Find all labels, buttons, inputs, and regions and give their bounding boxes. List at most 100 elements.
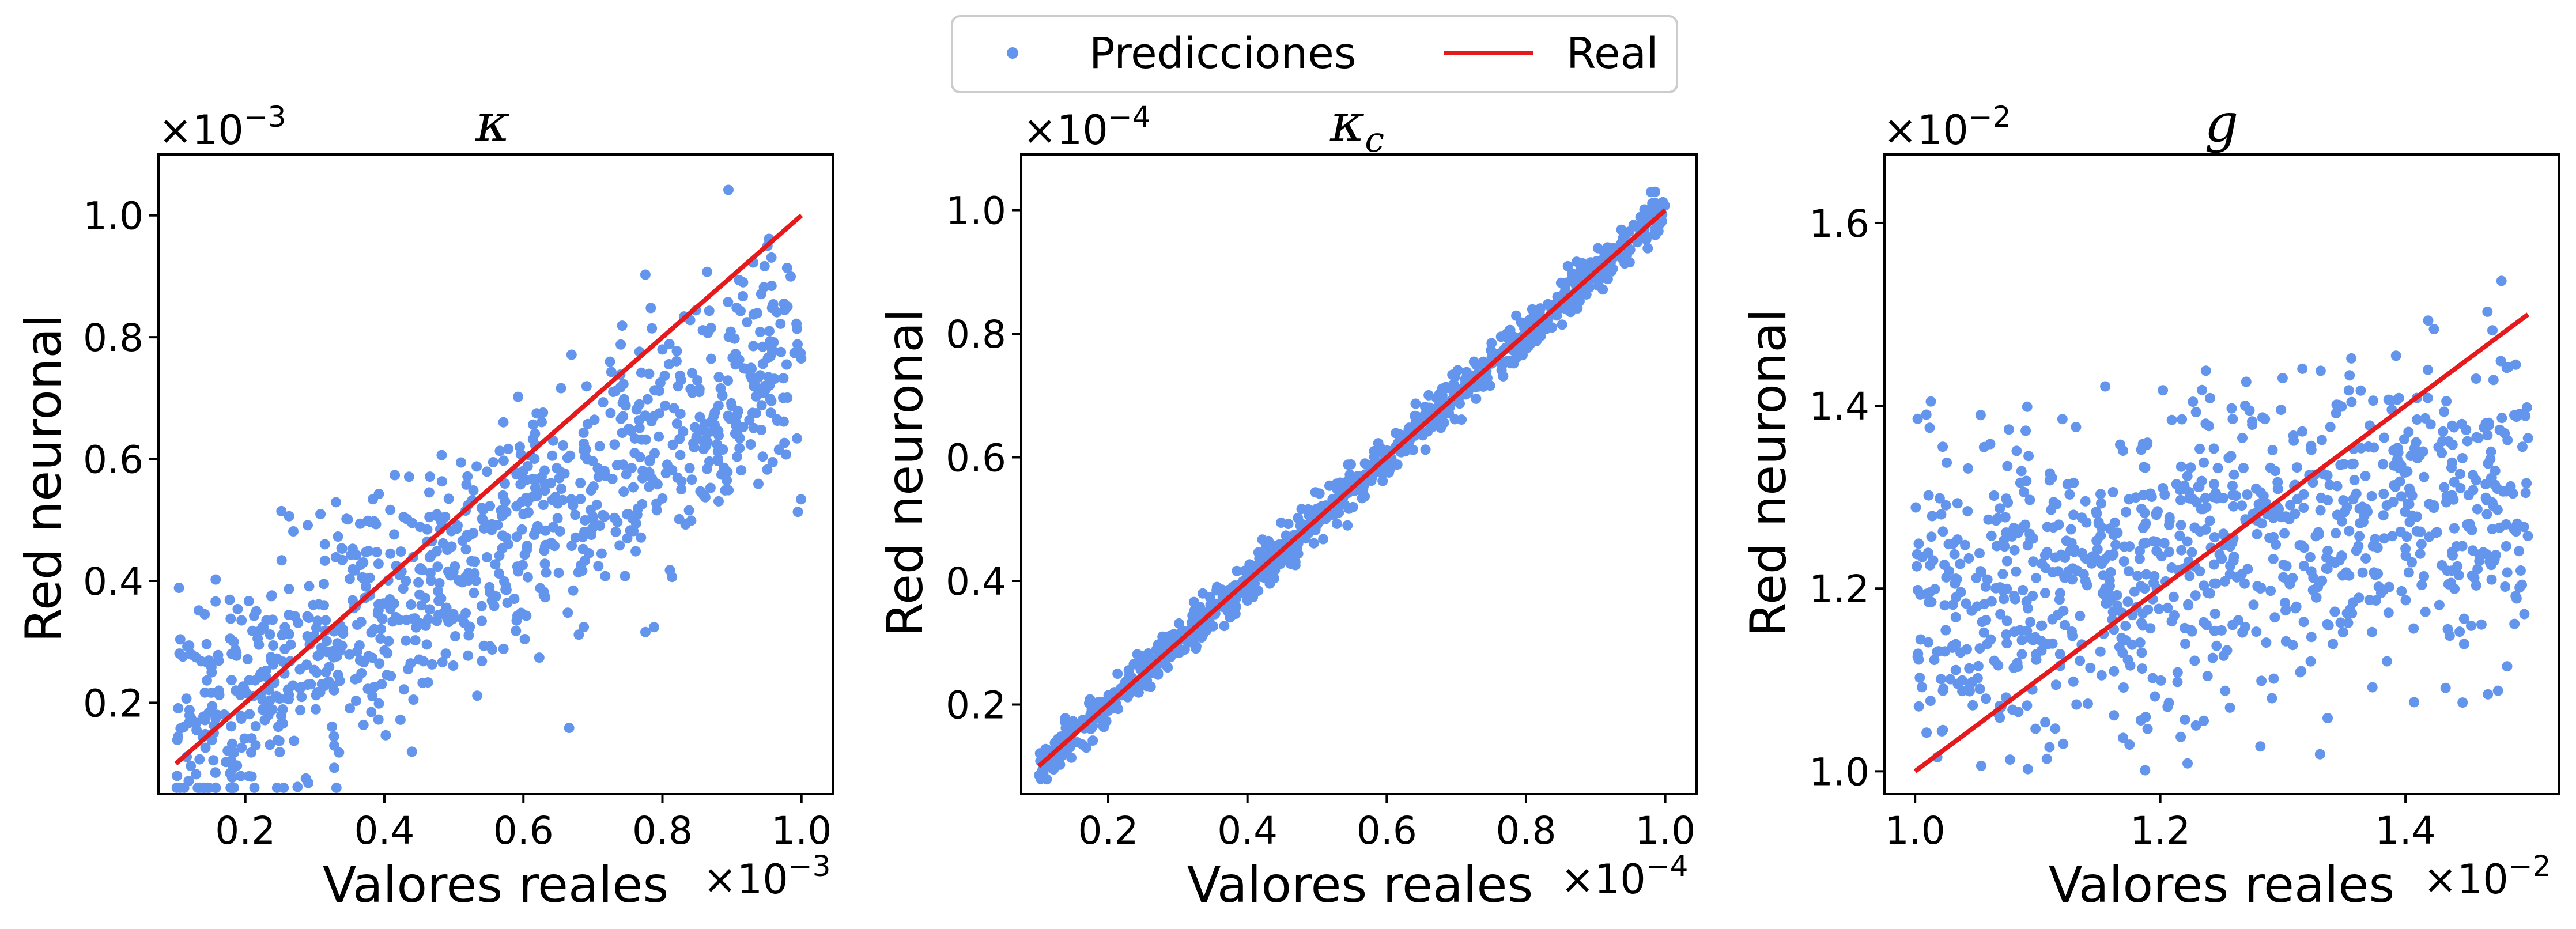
scatter-point <box>556 484 567 494</box>
scatter-point <box>1649 224 1660 235</box>
x-tick-label: 1.2 <box>2130 809 2190 853</box>
scatter-point <box>2507 488 2518 499</box>
scatter-point <box>552 513 563 524</box>
scatter-point <box>2176 545 2187 556</box>
scatter-point <box>236 711 247 722</box>
scatter-point <box>2441 497 2452 508</box>
scatter-point <box>385 548 396 559</box>
scatter-point <box>1219 621 1230 632</box>
scatter-point <box>2400 507 2411 518</box>
scatter-point <box>224 594 235 605</box>
scatter-point <box>1471 360 1482 371</box>
scatter-point <box>651 478 662 489</box>
scatter-point <box>1995 712 2005 723</box>
scatter-point <box>1974 643 1985 654</box>
scatter-point <box>2182 471 2193 482</box>
scatter-point <box>629 433 640 444</box>
scatter-point <box>441 602 452 613</box>
scatter-point <box>573 629 584 640</box>
scatter-point <box>781 262 792 273</box>
x-tick-label: 0.6 <box>493 809 554 853</box>
scatter-point <box>1097 720 1108 731</box>
scatter-point <box>562 607 573 618</box>
scatter-point <box>2093 518 2104 529</box>
scatter-point <box>2172 667 2183 678</box>
scatter-point <box>1967 700 1978 711</box>
scatter-point <box>373 558 384 569</box>
scatter-point <box>260 665 271 676</box>
x-exponent-base: ×10 <box>703 856 788 903</box>
scatter-point <box>319 579 329 590</box>
scatter-point <box>2025 617 2036 628</box>
scatter-point <box>1318 534 1329 545</box>
scatter-point <box>2162 701 2173 712</box>
scatter-point <box>415 618 426 629</box>
scatter-point <box>2367 626 2378 637</box>
scatter-point <box>398 684 409 695</box>
scatter-point <box>303 613 314 623</box>
scatter-point <box>2452 561 2463 572</box>
scatter-point <box>2158 483 2169 493</box>
scatter-point <box>1978 627 1989 638</box>
reference-line <box>1037 208 1667 768</box>
scatter-point <box>361 547 371 558</box>
scatter-point <box>2378 488 2389 499</box>
scatter-point <box>453 575 464 586</box>
scatter-point <box>2378 459 2389 470</box>
scatter-point <box>539 558 550 569</box>
scatter-point <box>2341 608 2352 619</box>
scatter-point <box>377 614 388 624</box>
scatter-point <box>284 584 294 594</box>
scatter-point <box>194 605 204 616</box>
scatter-point <box>1929 655 1940 666</box>
scatter-point <box>2287 573 2298 583</box>
scatter-point <box>2416 539 2427 550</box>
scatter-point <box>2011 566 2022 577</box>
scatter-point <box>2011 445 2022 456</box>
scatter-point <box>2521 478 2532 489</box>
scatter-point <box>1569 302 1580 313</box>
scatter-point <box>2500 581 2511 592</box>
scatter-point <box>1986 530 1997 541</box>
scatter-point <box>1924 587 1935 598</box>
scatter-point <box>2047 567 2058 577</box>
scatter-point <box>284 694 294 705</box>
scatter-point <box>2252 581 2263 592</box>
scatter-point <box>210 596 221 607</box>
scatter-point <box>295 705 306 716</box>
scatter-point <box>2502 661 2513 672</box>
scatter-point <box>2383 607 2394 618</box>
scatter-point <box>2105 580 2116 591</box>
scatter-point <box>2453 569 2464 580</box>
scatter-point <box>345 703 356 714</box>
scatter-point <box>705 323 716 333</box>
scatter-point <box>2080 553 2091 564</box>
scatter-point <box>2514 546 2525 557</box>
scatter-point <box>2142 437 2153 448</box>
scatter-point <box>2511 526 2522 537</box>
axes-frame-kappa-c <box>1020 153 1698 795</box>
scatter-point <box>2354 592 2365 603</box>
scatter-point <box>2268 554 2279 564</box>
scatter-point <box>289 611 300 622</box>
scatter-point <box>2042 546 2053 557</box>
scatter-point <box>1914 672 1925 683</box>
scatter-point <box>401 635 411 646</box>
scatter-point <box>1647 198 1658 209</box>
scatter-point <box>2306 440 2317 451</box>
scatter-point <box>2226 403 2237 414</box>
scatter-point <box>720 485 731 496</box>
scatter-point <box>367 652 378 663</box>
scatter-point <box>425 568 436 579</box>
scatter-point <box>329 762 339 773</box>
scatter-point <box>2058 738 2069 749</box>
scatter-point <box>2146 492 2157 502</box>
scatter-point <box>2053 519 2064 530</box>
scatter-point <box>2202 587 2213 598</box>
scatter-point <box>2322 470 2333 481</box>
scatter-point <box>2474 549 2485 560</box>
scatter-point <box>570 509 581 520</box>
scatter-point <box>736 465 747 476</box>
scatter-point <box>502 598 513 608</box>
scatter-point <box>1999 594 2010 605</box>
